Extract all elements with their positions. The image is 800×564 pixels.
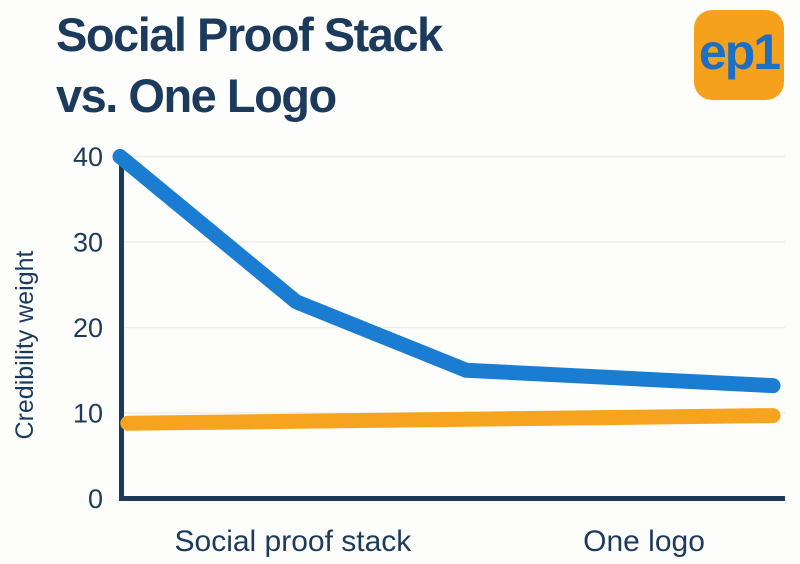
y-axis-label: Credibility weight bbox=[11, 250, 39, 439]
y-tick-label-0: 0 bbox=[88, 484, 103, 514]
y-tick-label-30: 30 bbox=[73, 228, 103, 258]
ep1-logo-text: ep1 bbox=[698, 24, 781, 80]
y-tick-label-20: 20 bbox=[73, 313, 103, 343]
ep1-logo: ep1 bbox=[694, 10, 784, 100]
title-line-1: Social Proof Stack bbox=[56, 8, 443, 61]
y-tick-label-40: 40 bbox=[73, 142, 103, 172]
page-title: Social Proof Stack vs. One Logo bbox=[56, 4, 443, 126]
series-line-one-logo bbox=[120, 408, 781, 431]
x-category-one-logo: One logo bbox=[583, 525, 705, 558]
y-tick-label-10: 10 bbox=[73, 399, 103, 429]
x-category-social-proof-stack: Social proof stack bbox=[175, 525, 413, 558]
series-line-social-proof-stack bbox=[112, 149, 781, 394]
title-line-2: vs. One Logo bbox=[56, 69, 337, 122]
